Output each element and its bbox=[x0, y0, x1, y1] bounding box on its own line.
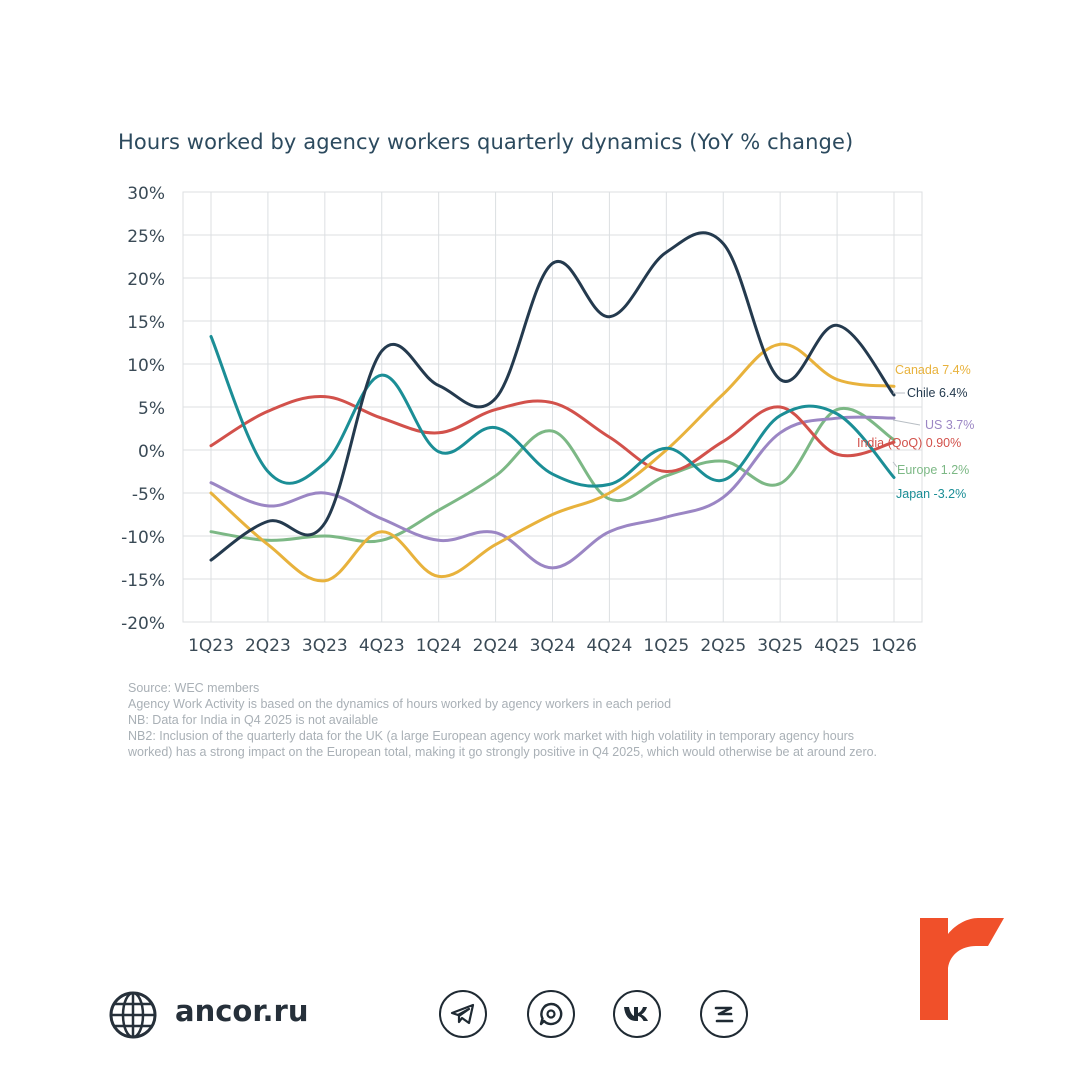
x-tick-label: 3Q25 bbox=[757, 636, 803, 656]
zen-button[interactable] bbox=[700, 990, 748, 1038]
x-tick-label: 3Q24 bbox=[530, 636, 576, 656]
series-label-japan: Japan -3.2% bbox=[896, 487, 966, 501]
series-label-chile: Chile 6.4% bbox=[907, 386, 967, 400]
series-layer bbox=[209, 231, 896, 583]
x-tick-label: 2Q24 bbox=[473, 636, 519, 656]
series-label-india-qoq: India (QoQ) 0.90% bbox=[857, 436, 961, 450]
vk-icon bbox=[624, 1007, 648, 1021]
site-link[interactable]: ancor.ru bbox=[175, 994, 309, 1028]
note-nb2-line1: NB2: Inclusion of the quarterly data for… bbox=[128, 729, 855, 743]
series-label-europe: Europe 1.2% bbox=[897, 463, 969, 477]
series-line-europe bbox=[209, 406, 896, 544]
x-tick-label: 1Q26 bbox=[871, 636, 917, 656]
series-line-chile bbox=[209, 231, 896, 562]
series-line-canada bbox=[209, 342, 896, 583]
y-tick-label: -20% bbox=[121, 614, 165, 634]
brand-logo bbox=[920, 918, 1004, 1020]
chat-button[interactable] bbox=[527, 990, 575, 1038]
y-tick-label: -5% bbox=[132, 485, 165, 505]
x-tick-label: 4Q24 bbox=[586, 636, 632, 656]
telegram-icon bbox=[450, 1003, 475, 1025]
note-method: Agency Work Activity is based on the dyn… bbox=[128, 697, 672, 711]
y-tick-label: 0% bbox=[138, 442, 165, 462]
y-tick-label: -15% bbox=[121, 571, 165, 591]
label-connector bbox=[892, 419, 921, 426]
note-nb2-line2: worked) has a strong impact on the Europ… bbox=[128, 745, 878, 759]
x-tick-label: 1Q25 bbox=[643, 636, 689, 656]
globe-icon bbox=[109, 991, 157, 1039]
y-tick-label: 20% bbox=[127, 270, 165, 290]
chart-title: Hours worked by agency workers quarterly… bbox=[118, 130, 854, 154]
note-nb1: NB: Data for India in Q4 2025 is not ava… bbox=[128, 713, 379, 727]
y-tick-label: 30% bbox=[127, 184, 165, 204]
x-axis: 1Q23 2Q23 3Q23 4Q23 1Q24 2Q24 3Q24 4Q24 1Q25 2Q25… bbox=[188, 636, 917, 656]
chart-notes: Source: WEC members Agency Work Activity… bbox=[128, 680, 1008, 760]
telegram-button[interactable] bbox=[439, 990, 487, 1038]
y-tick-label: 5% bbox=[138, 399, 165, 419]
note-source: Source: WEC members bbox=[128, 681, 260, 695]
x-tick-label: 4Q25 bbox=[814, 636, 860, 656]
x-tick-label: 1Q24 bbox=[416, 636, 462, 656]
series-label-us: US 3.7% bbox=[925, 418, 974, 432]
y-tick-label: 25% bbox=[127, 227, 165, 247]
vk-button[interactable] bbox=[613, 990, 661, 1038]
series-label-canada: Canada 7.4% bbox=[895, 363, 971, 377]
label-connector bbox=[892, 461, 898, 468]
x-tick-label: 1Q23 bbox=[188, 636, 234, 656]
y-tick-label: 15% bbox=[127, 313, 165, 333]
y-tick-label: -10% bbox=[121, 528, 165, 548]
chat-icon bbox=[539, 1002, 563, 1026]
series-line-india-qoq bbox=[209, 395, 896, 474]
y-axis: 30% 25% 20% 15% 10% 5% 0% -5% -10% -15% -20% bbox=[121, 184, 165, 634]
zen-icon bbox=[714, 1006, 734, 1023]
series-line-japan bbox=[209, 334, 896, 488]
x-tick-label: 2Q23 bbox=[245, 636, 291, 656]
series-labels: Canada 7.4% Chile 6.4% US 3.7% India (QoQ) … bbox=[857, 363, 974, 501]
x-tick-label: 2Q25 bbox=[700, 636, 746, 656]
line-chart: 30% 25% 20% 15% 10% 5% 0% -5% -10% -15% -20% 1Q23 2… bbox=[121, 184, 974, 656]
x-tick-label: 4Q23 bbox=[359, 636, 405, 656]
series-line-us bbox=[209, 415, 896, 570]
y-tick-label: 10% bbox=[127, 356, 165, 376]
x-tick-label: 3Q23 bbox=[302, 636, 348, 656]
